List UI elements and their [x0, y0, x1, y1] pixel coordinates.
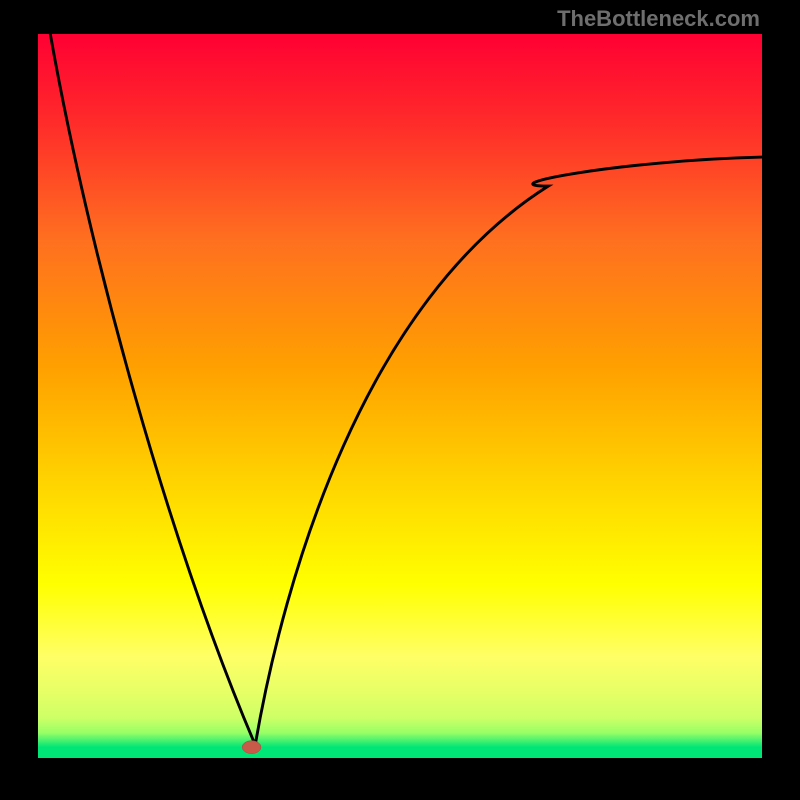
watermark-text: TheBottleneck.com	[557, 6, 760, 32]
bottleneck-curve	[38, 34, 762, 758]
trough-marker	[242, 741, 261, 754]
plot-area	[38, 34, 762, 758]
chart-stage: TheBottleneck.com	[0, 0, 800, 800]
